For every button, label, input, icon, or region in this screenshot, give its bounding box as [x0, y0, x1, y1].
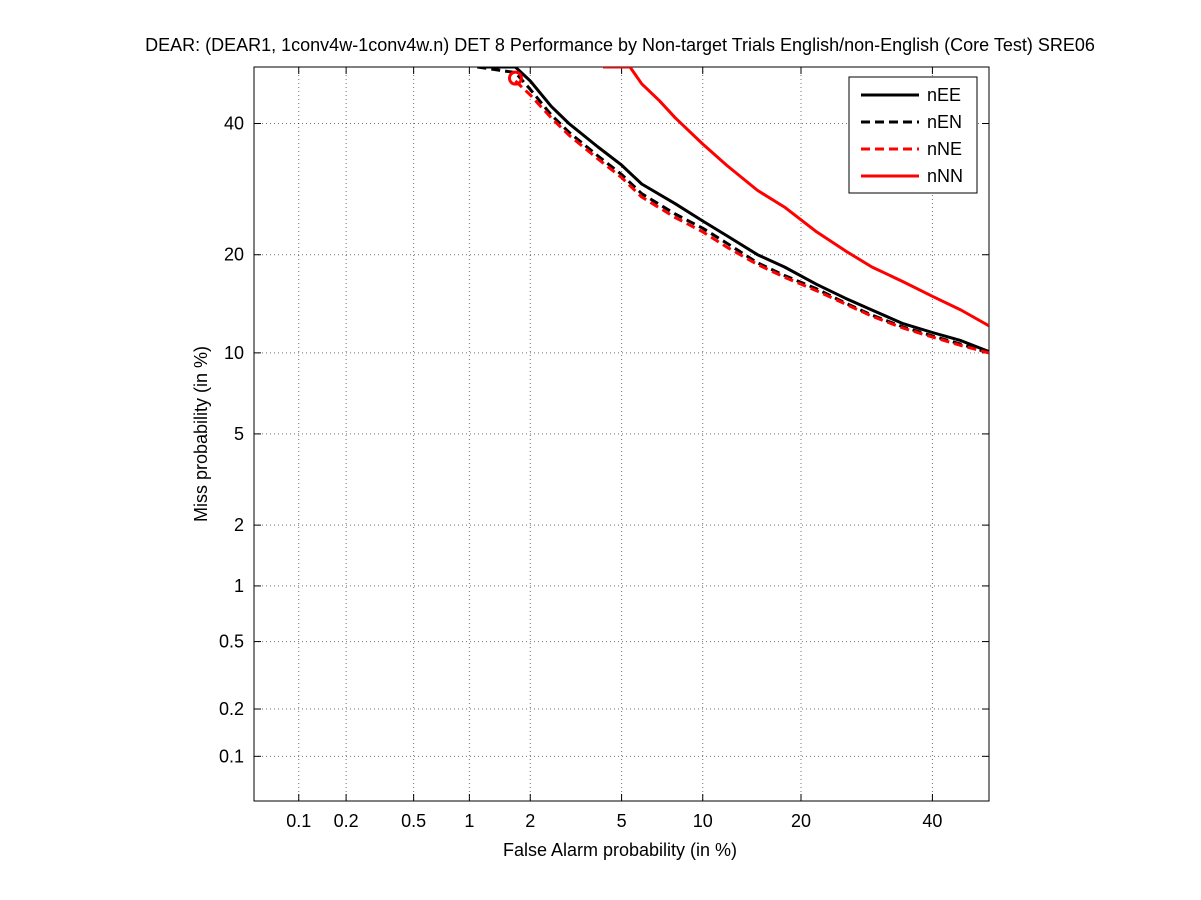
y-tick-label-0-1: 0.1: [219, 746, 244, 766]
series-line-nnn: [603, 67, 989, 328]
x-axis-label: False Alarm probability (in %): [503, 840, 737, 860]
y-tick-label-20: 20: [224, 245, 244, 265]
y-tick-label-2: 2: [234, 515, 244, 535]
markers: [507, 70, 523, 86]
legend-label-nnn: nNN: [927, 166, 963, 186]
x-tick-label-0-2: 0.2: [334, 811, 359, 831]
legend: nEE nEN nNE nNN: [848, 76, 978, 194]
y-axis-ticks: 0.1 0.2 0.5 1 2 5 10 20 40: [219, 114, 989, 766]
y-tick-label-40: 40: [224, 114, 244, 134]
x-tick-label-40: 40: [922, 811, 942, 831]
legend-label-nen: nEN: [927, 112, 962, 132]
y-tick-label-5: 5: [234, 424, 244, 444]
legend-label-nee: nEE: [927, 85, 961, 105]
x-tick-label-1: 1: [464, 811, 474, 831]
x-tick-label-0-5: 0.5: [401, 811, 426, 831]
chart-title: DEAR: (DEAR1, 1conv4w-1conv4w.n) DET 8 P…: [145, 35, 1095, 55]
x-axis-ticks: 0.1 0.2 0.5 1 2 5 10 20 40: [286, 67, 942, 831]
y-axis-label: Miss probability (in %): [191, 346, 211, 522]
x-tick-label-0-1: 0.1: [286, 811, 311, 831]
series-lines: [477, 67, 989, 355]
x-tick-label-10: 10: [693, 811, 713, 831]
series-line-nee: [477, 67, 989, 353]
y-tick-label-0-2: 0.2: [219, 699, 244, 719]
y-tick-label-10: 10: [224, 343, 244, 363]
legend-label-nne: nNE: [927, 139, 962, 159]
x-tick-label-2: 2: [525, 811, 535, 831]
x-tick-label-20: 20: [791, 811, 811, 831]
series-line-nen: [477, 67, 989, 355]
x-tick-label-5: 5: [617, 811, 627, 831]
series-line-nne: [514, 79, 989, 355]
y-tick-label-1: 1: [234, 576, 244, 596]
operating-point-marker-nne: [507, 70, 523, 86]
y-tick-label-0-5: 0.5: [219, 632, 244, 652]
